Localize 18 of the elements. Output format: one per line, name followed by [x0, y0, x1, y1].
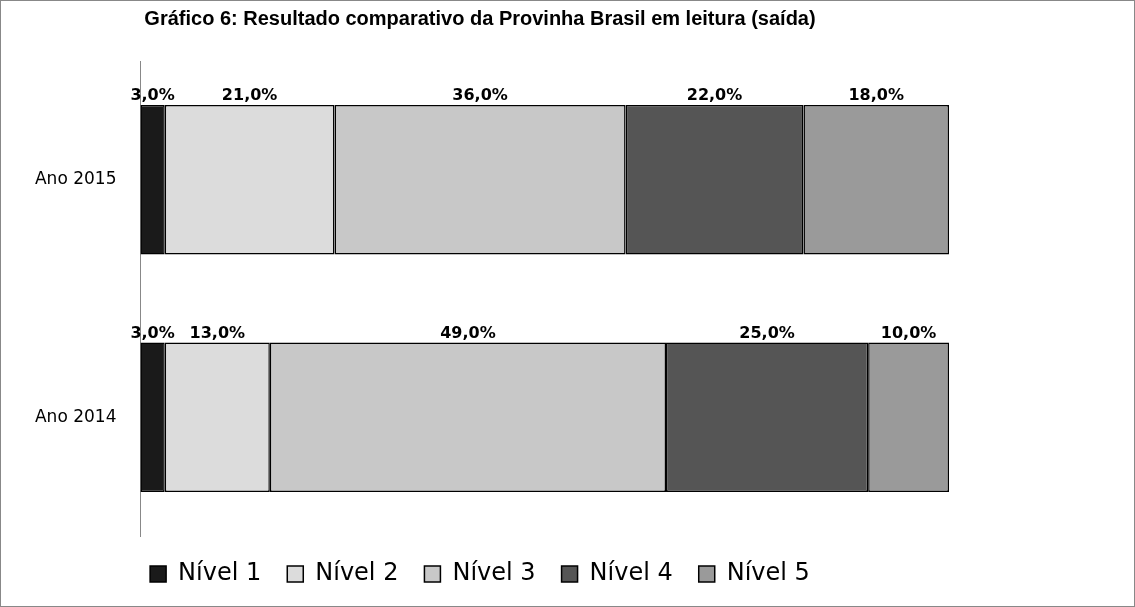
- data-label: 18,0%: [848, 85, 904, 105]
- y-tick-label: Ano 2015: [34, 168, 117, 189]
- data-label: 10,0%: [880, 322, 937, 342]
- data-label: 13,0%: [189, 322, 246, 342]
- legend-label: Nível 1: [178, 558, 262, 587]
- legend-label: Nível 2: [315, 558, 399, 587]
- data-label: 49,0%: [440, 322, 496, 342]
- legend-label: Nível 4: [589, 558, 673, 587]
- data-label: 22,0%: [686, 85, 743, 105]
- data-label: 36,0%: [452, 85, 508, 105]
- data-label: 3,0%: [130, 85, 175, 105]
- data-label: 25,0%: [739, 322, 795, 342]
- data-label: 21,0%: [221, 85, 278, 105]
- y-tick-label: Ano 2014: [34, 405, 117, 426]
- legend-label: Nível 3: [452, 558, 536, 587]
- legend-label: Nível 5: [726, 558, 810, 587]
- data-label: 3,0%: [130, 322, 175, 342]
- chart-title: Gráfico 6: Resultado comparativo da Provinha Brasil em leitura (saída): [144, 6, 816, 29]
